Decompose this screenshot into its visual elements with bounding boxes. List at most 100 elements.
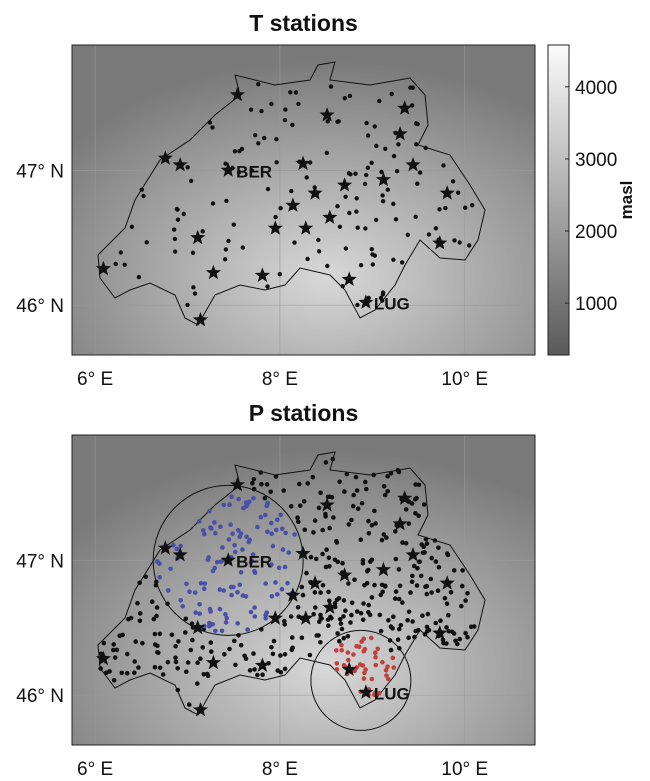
station-dot: [144, 575, 149, 580]
station-dot: [370, 252, 374, 256]
station-dot: [233, 149, 237, 153]
station-dot: [460, 584, 465, 589]
colorbar-label: masl: [617, 181, 636, 220]
station-dot: [218, 607, 223, 612]
station-dot: [413, 482, 418, 487]
station-dot: [224, 620, 229, 625]
station-dot: [467, 243, 471, 247]
station-dot: [220, 629, 225, 634]
station-dot: [346, 650, 351, 655]
station-dot: [376, 647, 381, 652]
station-dot: [150, 599, 155, 604]
station-dot: [298, 504, 303, 509]
station-dot: [366, 166, 370, 170]
station-dot: [363, 667, 368, 672]
y-tick-label: 47° N: [16, 551, 64, 572]
station-dot: [412, 635, 417, 640]
station-dot: [240, 547, 245, 552]
station-dot: [386, 618, 391, 623]
station-label: LUG: [374, 294, 410, 313]
station-dot: [384, 673, 389, 678]
station-dot: [348, 620, 353, 625]
station-dot: [176, 688, 181, 693]
station-dot: [213, 531, 218, 536]
station-dot: [209, 649, 214, 654]
station-dot: [173, 644, 178, 649]
station-dot: [241, 506, 246, 511]
station-dot: [429, 577, 434, 582]
y-tick-label: 46° N: [16, 296, 64, 317]
station-dot: [346, 658, 351, 663]
station-dot: [452, 238, 456, 242]
station-dot: [111, 648, 116, 653]
station-dot: [412, 564, 417, 569]
x-tick-label: 8° E: [262, 759, 298, 776]
station-dot: [370, 595, 375, 600]
station-dot: [138, 611, 143, 616]
station-dot: [296, 605, 301, 610]
station-dot: [178, 544, 183, 549]
station-dot: [382, 484, 387, 489]
station-dot: [414, 215, 418, 219]
station-dot: [155, 605, 160, 610]
station-dot: [380, 538, 385, 543]
station-dot: [211, 201, 215, 205]
station-dot: [426, 612, 431, 617]
station-dot: [283, 565, 288, 570]
station-dot: [140, 641, 145, 646]
panel-title: P stations: [249, 400, 359, 426]
station-dot: [271, 544, 276, 549]
station-dot: [248, 668, 253, 673]
station-dot: [346, 634, 351, 639]
station-dot: [415, 182, 419, 186]
station-dot: [356, 506, 361, 511]
station-dot: [421, 544, 426, 549]
station-dot: [343, 608, 348, 613]
station-dot: [343, 96, 347, 100]
station-dot: [186, 165, 190, 169]
station-dot: [306, 481, 311, 486]
station-dot: [436, 546, 441, 551]
station-dot: [226, 239, 230, 243]
station-dot: [400, 260, 404, 264]
station-dot: [465, 635, 470, 640]
station-dot: [410, 619, 415, 624]
station-dot: [443, 206, 447, 210]
station-dot: [300, 635, 305, 640]
station-dot: [317, 249, 321, 253]
station-dot: [199, 581, 204, 586]
colorbar-tick-label: 1000: [575, 294, 617, 315]
station-dot: [252, 667, 257, 672]
station-dot: [236, 528, 241, 533]
station-dot: [145, 240, 149, 244]
station-dot: [269, 645, 274, 650]
station-dot: [125, 652, 130, 657]
station-dot: [98, 666, 103, 671]
station-dot: [325, 151, 329, 155]
panel-top: T stations6° E8° E10° E46° N47° NBERLUG: [16, 10, 535, 390]
station-dot: [340, 627, 345, 632]
station-dot: [400, 600, 405, 605]
station-dot: [265, 502, 270, 507]
colorbar-tick-label: 2000: [575, 222, 617, 243]
station-dot: [397, 567, 402, 572]
station-dot: [366, 603, 371, 608]
station-dot: [277, 565, 282, 570]
station-dot: [274, 160, 278, 164]
station-dot: [208, 120, 212, 124]
station-dot: [445, 601, 450, 606]
station-dot: [158, 632, 163, 637]
station-dot: [374, 218, 378, 222]
station-dot: [300, 585, 305, 590]
station-dot: [333, 558, 338, 563]
station-dot: [341, 284, 345, 288]
station-dot: [330, 495, 335, 500]
station-dot: [176, 218, 180, 222]
station-dot: [400, 540, 405, 545]
station-dot: [391, 258, 395, 262]
station-dot: [346, 581, 351, 586]
station-dot: [102, 641, 107, 646]
station-dot: [155, 559, 160, 564]
station-dot: [389, 648, 394, 653]
station-dot: [283, 118, 287, 122]
